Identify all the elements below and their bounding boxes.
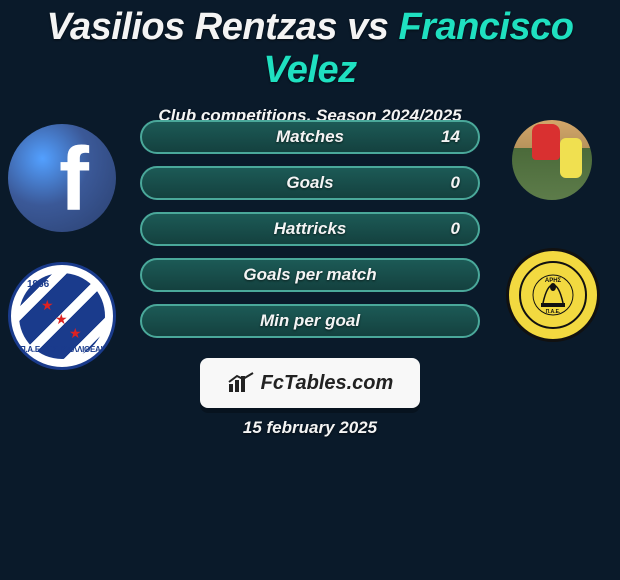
stat-label: Matches: [276, 127, 344, 147]
stat-label: Min per goal: [260, 311, 360, 331]
page-title: Vasilios Rentzas vs Francisco Velez: [0, 0, 620, 92]
club-name: Π.Α.Ε. "Γ.Σ. ΚΑΛΛΙΘΕΑ": [11, 345, 113, 354]
stat-row-goals: Goals 0: [140, 166, 480, 200]
stat-rows: Matches 14 Goals 0 Hattricks 0 Goals per…: [140, 120, 480, 338]
stat-value-right: 14: [441, 127, 460, 147]
chart-icon: [227, 372, 255, 394]
star-icon: ★: [69, 325, 82, 342]
star-icon: ★: [41, 297, 54, 314]
player2-photo: [512, 120, 592, 200]
left-avatar-column: 1966 ★ ★ ★ Π.Α.Ε. "Γ.Σ. ΚΑΛΛΙΘΕΑ": [8, 124, 116, 370]
svg-text:Π.Α.Ε.: Π.Α.Ε.: [546, 309, 561, 315]
player1-name: Vasilios Rentzas: [47, 6, 338, 48]
facebook-icon[interactable]: [8, 124, 116, 232]
stat-label: Goals per match: [243, 265, 376, 285]
stat-row-min-per-goal: Min per goal: [140, 304, 480, 338]
stat-row-goals-per-match: Goals per match: [140, 258, 480, 292]
watermark[interactable]: FcTables.com: [200, 358, 420, 408]
stat-label: Goals: [286, 173, 333, 193]
club-seal-icon: Π.Α.Ε. ΑΡΗΣ: [531, 273, 575, 317]
player1-club-badge: 1966 ★ ★ ★ Π.Α.Ε. "Γ.Σ. ΚΑΛΛΙΘΕΑ": [8, 262, 116, 370]
stat-value-right: 0: [451, 173, 460, 193]
club-year: 1966: [27, 279, 49, 290]
stat-label: Hattricks: [274, 219, 347, 239]
right-avatar-column: Π.Α.Ε. ΑΡΗΣ: [512, 120, 600, 342]
date-text: 15 february 2025: [0, 418, 620, 438]
player2-club-badge: Π.Α.Ε. ΑΡΗΣ: [506, 248, 600, 342]
stat-value-right: 0: [451, 219, 460, 239]
star-icon: ★: [55, 311, 68, 328]
stat-row-hattricks: Hattricks 0: [140, 212, 480, 246]
stat-row-matches: Matches 14: [140, 120, 480, 154]
svg-text:ΑΡΗΣ: ΑΡΗΣ: [545, 278, 562, 284]
vs-text: vs: [347, 6, 388, 48]
watermark-text: FcTables.com: [261, 372, 394, 395]
